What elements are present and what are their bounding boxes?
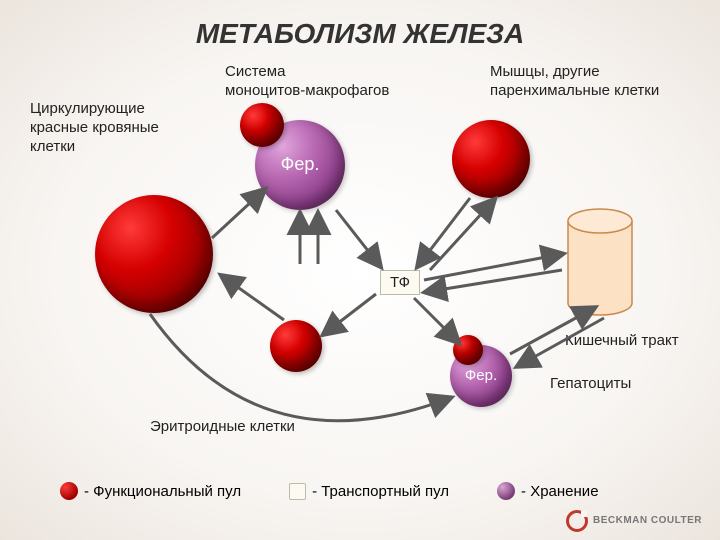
logo-beckman: BECKMAN COULTER	[566, 510, 702, 532]
legend-transport: - Транспортный пул	[289, 483, 449, 500]
label-erythroid: Эритроидные клетки	[150, 418, 295, 437]
sphere-erythroid	[270, 320, 322, 372]
legend-row: - Функциональный пул - Транспортный пул …	[60, 482, 660, 500]
logo-circle-icon	[566, 510, 588, 532]
legend-dot-purple-icon	[497, 482, 515, 500]
logo-text: BECKMAN COULTER	[593, 516, 702, 526]
label-monocyte: Системамоноцитов-макрофагов	[225, 63, 389, 101]
legend-functional: - Функциональный пул	[60, 482, 241, 500]
sphere-hepatocyte-functional	[453, 335, 483, 365]
legend-storage: - Хранение	[497, 482, 598, 500]
legend-storage-text: - Хранение	[521, 483, 598, 500]
label-fer-bottom: Фер.	[450, 367, 512, 384]
label-muscles: Мышцы, другиепаренхимальные клетки	[490, 63, 659, 101]
legend-dot-red-icon	[60, 482, 78, 500]
box-tf: ТФ	[380, 270, 420, 295]
label-hepatocytes: Гепатоциты	[550, 375, 631, 394]
label-fer-top: Фер.	[255, 154, 345, 175]
legend-transport-text: - Транспортный пул	[312, 483, 449, 500]
cylinder-intestine	[565, 207, 635, 324]
page-title: МЕТАБОЛИЗМ ЖЕЛЕЗА	[0, 18, 720, 50]
sphere-circulating-rbc	[95, 195, 213, 313]
sphere-monocyte-functional	[240, 103, 284, 147]
sphere-muscle-cell	[452, 120, 530, 198]
legend-dot-box-icon	[289, 483, 306, 500]
legend-functional-text: - Функциональный пул	[84, 483, 241, 500]
label-intestine: Кишечный тракт	[565, 332, 679, 351]
label-circulating: Циркулирующиекрасные кровяныеклетки	[30, 100, 159, 156]
